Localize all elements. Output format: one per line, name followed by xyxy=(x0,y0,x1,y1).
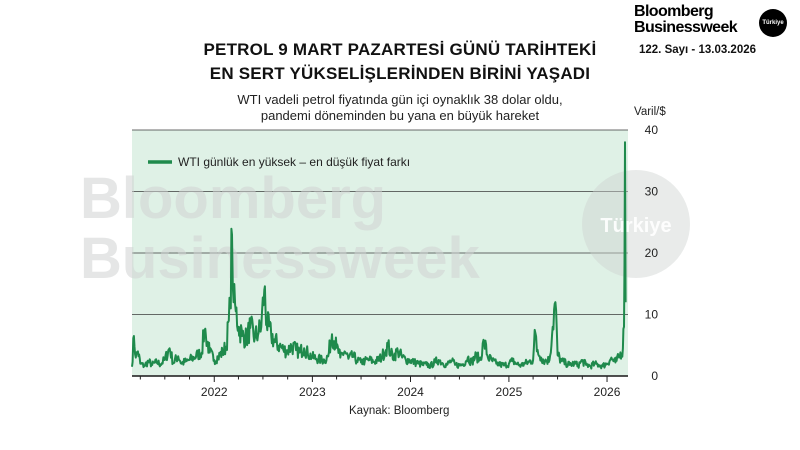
y-axis-ticks: 0 10 20 30 40 xyxy=(645,123,659,383)
chart-subtitle-line2: pandemi döneminden bu yana en büyük hare… xyxy=(260,108,540,123)
chart-title: PETROL 9 MART PAZARTESİ GÜNÜ TARİHTEKİ E… xyxy=(140,38,660,86)
brand-badge: Türkiye xyxy=(759,9,787,37)
x-tick-label: 2023 xyxy=(299,385,326,399)
brand-name-line1: Bloomberg xyxy=(634,3,714,20)
issue-info: 122. Sayı - 13.03.2026 xyxy=(639,44,757,56)
y-tick-label: 20 xyxy=(645,246,659,260)
watermark: Bloomberg Businessweek Türkiye xyxy=(80,166,690,291)
watermark-line1: Bloomberg xyxy=(80,166,386,231)
chart-subtitle: WTI vadeli petrol fiyatında gün içi oyna… xyxy=(140,92,660,124)
brand-logo: Bloomberg Businessweek Türkiye xyxy=(634,4,794,40)
y-tick-label: 30 xyxy=(645,185,659,199)
watermark-badge-text: Türkiye xyxy=(600,215,671,237)
y-tick-label: 10 xyxy=(645,308,659,322)
x-tick-label: 2025 xyxy=(496,385,523,399)
y-tick-label: 40 xyxy=(645,123,659,137)
y-axis-unit-label: Varil/$ xyxy=(634,106,666,118)
x-tick-label: 2022 xyxy=(201,385,228,399)
y-tick-label: 0 xyxy=(651,369,658,383)
brand-name-line2: Businessweek xyxy=(634,19,738,36)
chart-title-line2: EN SERT YÜKSELİŞLERİNDEN BİRİNİ YAŞADI xyxy=(209,64,591,83)
chart-subtitle-line1: WTI vadeli petrol fiyatında gün içi oyna… xyxy=(237,92,563,107)
chart-title-line1: PETROL 9 MART PAZARTESİ GÜNÜ TARİHTEKİ xyxy=(203,40,597,59)
x-tick-label: 2026 xyxy=(594,385,621,399)
series-line-wti-range xyxy=(131,141,627,370)
legend: WTI günlük en yüksek – en düşük fiyat fa… xyxy=(148,155,410,169)
legend-label: WTI günlük en yüksek – en düşük fiyat fa… xyxy=(178,155,410,169)
watermark-line2: Businessweek xyxy=(80,226,481,291)
x-axis: 2022 2023 2024 2025 2026 xyxy=(132,375,628,399)
source-note: Kaynak: Bloomberg xyxy=(349,405,450,417)
x-tick-label: 2024 xyxy=(397,385,424,399)
watermark-badge-circle xyxy=(582,170,690,278)
